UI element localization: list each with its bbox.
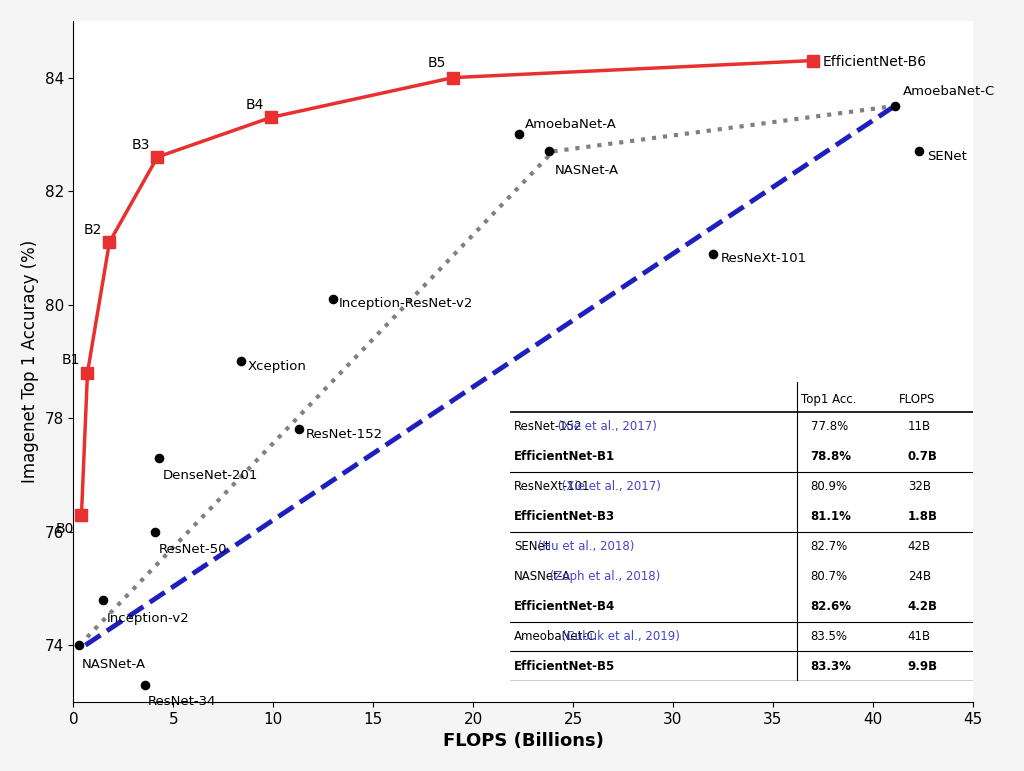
Text: NASNet-A: NASNet-A <box>82 658 145 671</box>
Text: DenseNet-201: DenseNet-201 <box>163 470 258 483</box>
Text: B3: B3 <box>131 137 150 152</box>
Text: ResNet-152: ResNet-152 <box>305 428 382 441</box>
Point <box>541 145 557 157</box>
Point <box>72 639 88 651</box>
Point <box>910 145 927 157</box>
Text: B0: B0 <box>56 522 75 536</box>
Text: Inception-ResNet-v2: Inception-ResNet-v2 <box>339 298 474 311</box>
Text: B5: B5 <box>427 56 445 70</box>
Text: B2: B2 <box>84 223 101 237</box>
Text: ResNet-50: ResNet-50 <box>159 544 227 556</box>
X-axis label: FLOPS (Billions): FLOPS (Billions) <box>442 732 603 750</box>
Point <box>705 247 721 260</box>
Point <box>137 678 154 691</box>
Text: EfficientNet-B6: EfficientNet-B6 <box>822 56 927 69</box>
Point <box>233 355 250 368</box>
Point <box>152 452 168 464</box>
Point <box>887 99 903 112</box>
Point <box>95 594 112 606</box>
Text: ResNeXt-101: ResNeXt-101 <box>721 252 807 265</box>
Text: Inception-v2: Inception-v2 <box>106 612 189 625</box>
Point <box>291 423 307 436</box>
Text: B4: B4 <box>246 98 264 112</box>
Text: SENet: SENet <box>927 150 967 163</box>
Point <box>511 128 527 140</box>
Point <box>325 293 341 305</box>
Point <box>147 526 164 538</box>
Text: B1: B1 <box>61 353 80 367</box>
Text: ResNet-34: ResNet-34 <box>147 695 216 708</box>
Text: AmoebaNet-A: AmoebaNet-A <box>525 117 616 130</box>
Text: AmoebaNet-C: AmoebaNet-C <box>903 85 995 98</box>
Y-axis label: Imagenet Top 1 Accuracy (%): Imagenet Top 1 Accuracy (%) <box>20 240 39 483</box>
Text: Xception: Xception <box>248 360 306 373</box>
Text: NASNet-A: NASNet-A <box>555 164 620 177</box>
